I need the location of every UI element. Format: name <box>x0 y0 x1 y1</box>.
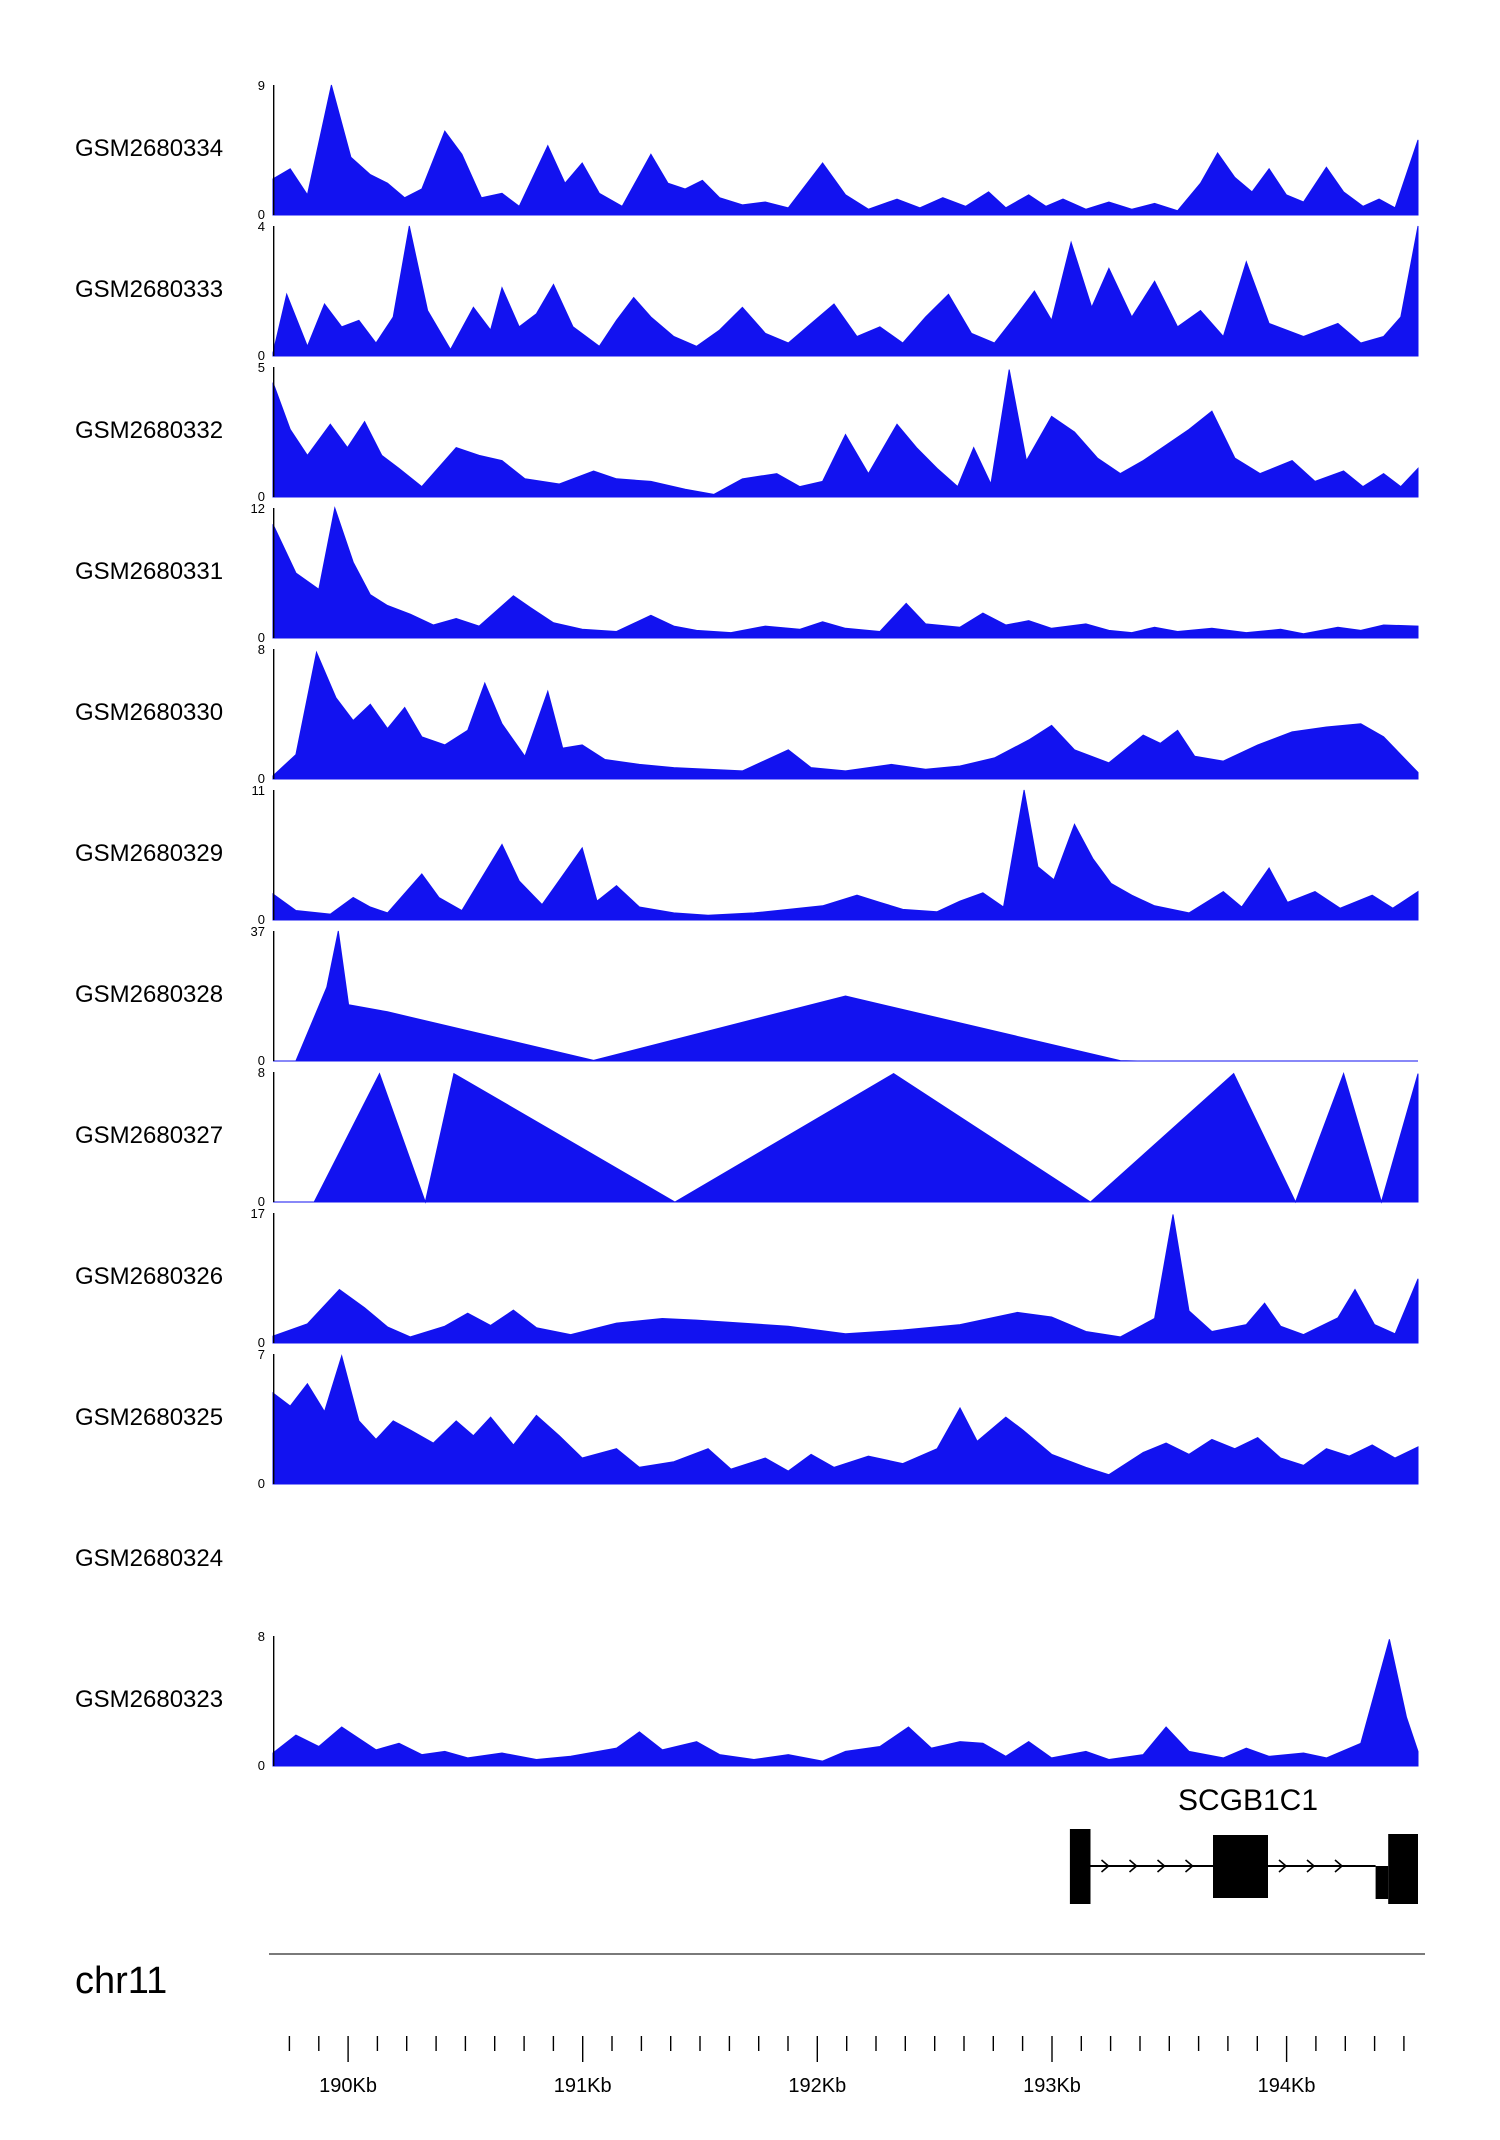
track-row: GSM2680330 8 0 <box>0 643 1500 785</box>
ruler-tick-label: 193Kb <box>1023 2075 1081 2097</box>
track-row: GSM2680328 37 0 <box>0 925 1500 1067</box>
y-axis-max-label: 17 <box>250 1206 265 1221</box>
strand-arrow-icon <box>1278 1859 1288 1873</box>
track-row: GSM2680329 11 0 <box>0 784 1500 926</box>
strand-arrow-icon <box>1156 1859 1166 1873</box>
track-signal-plot <box>272 1213 1419 1344</box>
signal-area <box>272 1354 1419 1485</box>
signal-area <box>272 789 1419 921</box>
signal-area <box>272 1639 1419 1767</box>
track-label: GSM2680333 <box>75 276 224 303</box>
exon-box <box>1375 1866 1389 1899</box>
y-axis-max-label: 8 <box>257 1629 265 1644</box>
y-axis-max-label: 4 <box>257 219 265 234</box>
track-signal-plot <box>272 367 1419 498</box>
y-axis-zero-label: 0 <box>257 912 265 927</box>
track-signal-plot <box>272 506 1419 639</box>
signal-area <box>273 930 1418 1062</box>
strand-arrow-icon <box>1334 1859 1344 1873</box>
track-row: GSM2680325 7 0 <box>0 1348 1500 1490</box>
track-signal-plot <box>272 84 1419 216</box>
track-label: GSM2680325 <box>75 1404 224 1431</box>
exon-box <box>1213 1835 1268 1898</box>
y-axis-max-label: 12 <box>250 501 265 516</box>
y-axis-zero-label: 0 <box>257 1476 265 1491</box>
ruler-separator-line <box>269 1953 1425 1955</box>
y-axis-zero-label: 0 <box>257 1335 265 1350</box>
y-axis-zero-label: 0 <box>257 771 265 786</box>
exon-box <box>1069 1829 1091 1904</box>
y-axis-zero-label: 0 <box>257 207 265 222</box>
track-label: GSM2680334 <box>75 135 224 162</box>
track-label: GSM2680328 <box>75 981 224 1008</box>
ruler-tick-label: 191Kb <box>554 2075 612 2097</box>
ruler-tick-label: 192Kb <box>788 2075 846 2097</box>
track-signal-plot <box>272 1636 1419 1767</box>
exon-box <box>1388 1834 1418 1904</box>
signal-area <box>272 1214 1419 1344</box>
track-row: GSM2680327 8 0 <box>0 1066 1500 1208</box>
gene-name-label: SCGB1C1 <box>1177 1784 1319 1817</box>
track-signal-plot <box>272 225 1419 357</box>
track-signal-plot <box>272 1072 1419 1204</box>
track-label: GSM2680332 <box>75 417 224 444</box>
ruler-tick-label: 190Kb <box>319 2075 377 2097</box>
coordinate-ruler: 190Kb 191Kb 192Kb 193Kb 194Kb <box>288 2036 1405 2097</box>
track-signal-plot <box>272 649 1419 780</box>
track-label: GSM2680326 <box>75 1263 224 1290</box>
track-label: GSM2680327 <box>75 1122 224 1149</box>
y-axis-max-label: 11 <box>251 783 266 798</box>
y-axis-max-label: 8 <box>257 642 265 657</box>
track-signal-plot <box>272 789 1419 921</box>
signal-area <box>272 506 1419 639</box>
track-signal-plot <box>272 1354 1419 1485</box>
track-row: GSM2680332 5 0 <box>0 361 1500 503</box>
ruler-tick-label: 194Kb <box>1258 2075 1316 2097</box>
strand-arrow-icon <box>1100 1859 1110 1873</box>
track-row: GSM2680324 <box>0 1495 1500 1625</box>
strand-arrow-icon <box>1184 1859 1194 1873</box>
track-label: GSM2680324 <box>75 1545 224 1572</box>
track-signal-plot <box>272 930 1418 1062</box>
strand-arrow-icon <box>1128 1859 1138 1873</box>
track-row: GSM2680333 4 0 <box>0 220 1500 362</box>
gene-model <box>1069 1829 1418 1904</box>
y-axis-zero-label: 0 <box>257 630 265 645</box>
chromosome-label: chr11 <box>75 1960 168 2002</box>
track-label: GSM2680323 <box>75 1686 224 1713</box>
y-axis-zero-label: 0 <box>257 1053 265 1068</box>
signal-area <box>273 1072 1419 1204</box>
y-axis-zero-label: 0 <box>257 348 265 363</box>
y-axis-zero-label: 0 <box>257 1194 265 1209</box>
track-row: GSM2680334 9 0 <box>0 79 1500 221</box>
y-axis-max-label: 7 <box>257 1347 265 1362</box>
signal-area <box>272 650 1419 780</box>
track-label: GSM2680329 <box>75 840 224 867</box>
signal-area <box>272 84 1419 216</box>
track-row: GSM2680331 12 0 <box>0 502 1500 644</box>
track-row: GSM2680326 17 0 <box>0 1207 1500 1349</box>
track-label: GSM2680330 <box>75 699 224 726</box>
y-axis-max-label: 5 <box>257 360 265 375</box>
y-axis-max-label: 37 <box>250 924 265 939</box>
y-axis-zero-label: 0 <box>257 1758 265 1773</box>
signal-area <box>272 225 1419 357</box>
y-axis-max-label: 8 <box>257 1065 265 1080</box>
track-row: GSM2680323 8 0 <box>0 1630 1500 1772</box>
strand-arrow-icon <box>1306 1859 1316 1873</box>
track-label: GSM2680331 <box>75 558 224 585</box>
y-axis-zero-label: 0 <box>257 489 265 504</box>
y-axis-max-label: 9 <box>257 78 265 93</box>
signal-area <box>272 369 1419 498</box>
